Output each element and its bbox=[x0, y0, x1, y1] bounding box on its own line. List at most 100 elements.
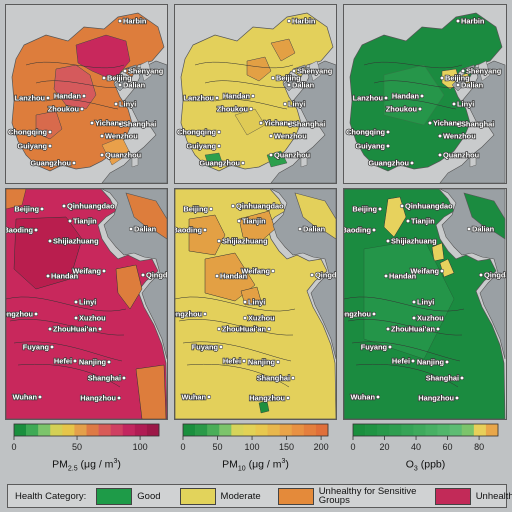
colorbar-tick-label: 80 bbox=[474, 442, 484, 452]
city-marker: Zhengzhou bbox=[6, 309, 39, 319]
city-label: Yichang bbox=[433, 119, 462, 128]
city-marker: Chongqing bbox=[345, 127, 391, 137]
city-marker: Fuyang bbox=[191, 342, 224, 352]
city-marker: Guangzhou bbox=[30, 158, 77, 168]
city-label: Dalian bbox=[134, 225, 157, 234]
city-marker: Zhengzhou bbox=[344, 309, 377, 319]
map-panel-pm10-china: Harbin Shenyang Beijing Dalian Lanzhou Handan… bbox=[174, 4, 337, 184]
city-label: Qinhuangdao bbox=[405, 202, 453, 211]
city-label: Beijing bbox=[352, 205, 377, 214]
city-marker: Nanjing bbox=[247, 357, 281, 367]
city-label: Qinhuangdao bbox=[236, 202, 284, 211]
city-marker: Shanghai bbox=[117, 119, 157, 129]
city-label: Harbin bbox=[292, 17, 316, 26]
legend-label-moderate: Moderate bbox=[220, 490, 261, 502]
colorbar-tick-label: 0 bbox=[350, 442, 355, 452]
city-label: Xuzhou bbox=[248, 314, 275, 323]
city-label: Zhengzhou bbox=[6, 310, 33, 319]
colorbar-segment bbox=[14, 424, 27, 436]
city-marker: Shanghai bbox=[286, 119, 326, 129]
city-marker: Beijing bbox=[352, 204, 383, 214]
city-marker: Lanzhou bbox=[352, 93, 389, 103]
city-label: Qinhuangdao bbox=[67, 202, 115, 211]
city-marker: Hefei bbox=[53, 356, 78, 366]
city-label: Harbin bbox=[123, 17, 147, 26]
city-marker: Fuyang bbox=[22, 342, 55, 352]
city-label: Shanghai bbox=[257, 374, 290, 383]
city-label: Dalian bbox=[123, 81, 146, 90]
colorbar-segment bbox=[473, 424, 487, 436]
colorbar-pm10-scale: 0 50 100 150 200 bbox=[180, 423, 329, 452]
city-marker: Nanjing bbox=[78, 357, 112, 367]
city-marker: Yichang bbox=[258, 118, 294, 128]
city-marker: Xuzhou bbox=[411, 313, 445, 323]
city-marker: Xuzhou bbox=[73, 313, 107, 323]
city-marker: Zhengzhou bbox=[175, 309, 208, 319]
city-label: Beijing bbox=[107, 74, 132, 83]
city-marker: Baoding bbox=[344, 225, 377, 235]
city-label: Guiyang bbox=[17, 142, 47, 151]
city-label: Nanjing bbox=[79, 358, 107, 367]
city-label: Handan bbox=[389, 272, 417, 281]
city-marker: Shanghai bbox=[425, 373, 465, 383]
city-label: Shanghai bbox=[426, 374, 459, 383]
colorbar-segment bbox=[303, 424, 317, 436]
city-marker: Nanjing bbox=[416, 357, 450, 367]
colorbar-tick-label: 50 bbox=[72, 442, 82, 452]
city-label: Zhengzhou bbox=[175, 310, 202, 319]
city-label: Baoding bbox=[175, 226, 202, 235]
city-label: Yichang bbox=[95, 119, 124, 128]
city-marker: Handan bbox=[214, 271, 248, 281]
city-marker: Quanzhou bbox=[99, 150, 142, 160]
legend-item-usg: Unhealthy for Sensitive Groups bbox=[277, 487, 424, 505]
city-marker: Shijiazhuang bbox=[47, 236, 100, 246]
city-label: Quanzhou bbox=[443, 151, 480, 160]
colorbar-tick-label: 0 bbox=[11, 442, 16, 452]
city-marker: Weifang bbox=[241, 266, 276, 276]
city-label: Hefei bbox=[392, 357, 410, 366]
colorbar-tick-label: 40 bbox=[411, 442, 421, 452]
colorbar-segment bbox=[389, 424, 402, 436]
city-label: Linyi bbox=[79, 298, 96, 307]
city-marker: Qinhuangdao bbox=[399, 201, 454, 211]
city-label: Handan bbox=[54, 92, 82, 101]
city-label: Beijing bbox=[14, 205, 39, 214]
colorbar-segment bbox=[461, 424, 475, 436]
legend-swatch-moderate bbox=[179, 487, 216, 505]
city-marker: Huai'an bbox=[408, 324, 441, 334]
city-label: Beijing bbox=[276, 74, 301, 83]
city-marker: Harbin bbox=[286, 16, 317, 26]
city-label: Wuhan bbox=[351, 393, 376, 402]
city-marker: Guiyang bbox=[355, 141, 391, 151]
city-marker: Linyi bbox=[451, 99, 475, 109]
city-marker: Shanghai bbox=[256, 373, 296, 383]
city-marker: Handan bbox=[391, 91, 425, 101]
colorbar-segment bbox=[437, 424, 450, 436]
city-marker: Harbin bbox=[455, 16, 486, 26]
city-marker: Handan bbox=[383, 271, 417, 281]
city-marker: Fuyang bbox=[360, 342, 393, 352]
city-marker: Quanzhou bbox=[268, 150, 311, 160]
legend-swatch-usg bbox=[277, 487, 314, 505]
colorbar-segment bbox=[231, 424, 244, 436]
city-label: Shanghai bbox=[88, 374, 121, 383]
city-marker: Lanzhou bbox=[183, 93, 220, 103]
legend-title: Health Category: bbox=[15, 490, 87, 502]
city-marker: Wenzhou bbox=[437, 131, 477, 141]
colorbar-o3-scale: 0 20 40 60 80 bbox=[350, 423, 499, 452]
colorbar-segment bbox=[425, 424, 438, 436]
map-panel-pm25-china: Harbin Shenyang Beijing Dalian Lanzhou Handan… bbox=[5, 4, 168, 184]
colorbar-segment bbox=[365, 424, 378, 436]
city-marker: Wuhan bbox=[181, 392, 212, 402]
colorbar-segment bbox=[353, 424, 366, 436]
colorbar-segment bbox=[183, 424, 196, 436]
city-label: Lanzhou bbox=[184, 94, 215, 103]
city-marker: Weifang bbox=[72, 266, 107, 276]
colorbar-segment bbox=[401, 424, 414, 436]
city-marker: Lanzhou bbox=[14, 93, 51, 103]
colorbar-segment bbox=[267, 424, 280, 436]
colorbar-pm25: 0 50 100 PM2.5 (μg / m3) bbox=[11, 422, 160, 484]
city-label: Baoding bbox=[344, 226, 371, 235]
city-label: Linyi bbox=[248, 298, 265, 307]
city-label: Xuzhou bbox=[417, 314, 444, 323]
